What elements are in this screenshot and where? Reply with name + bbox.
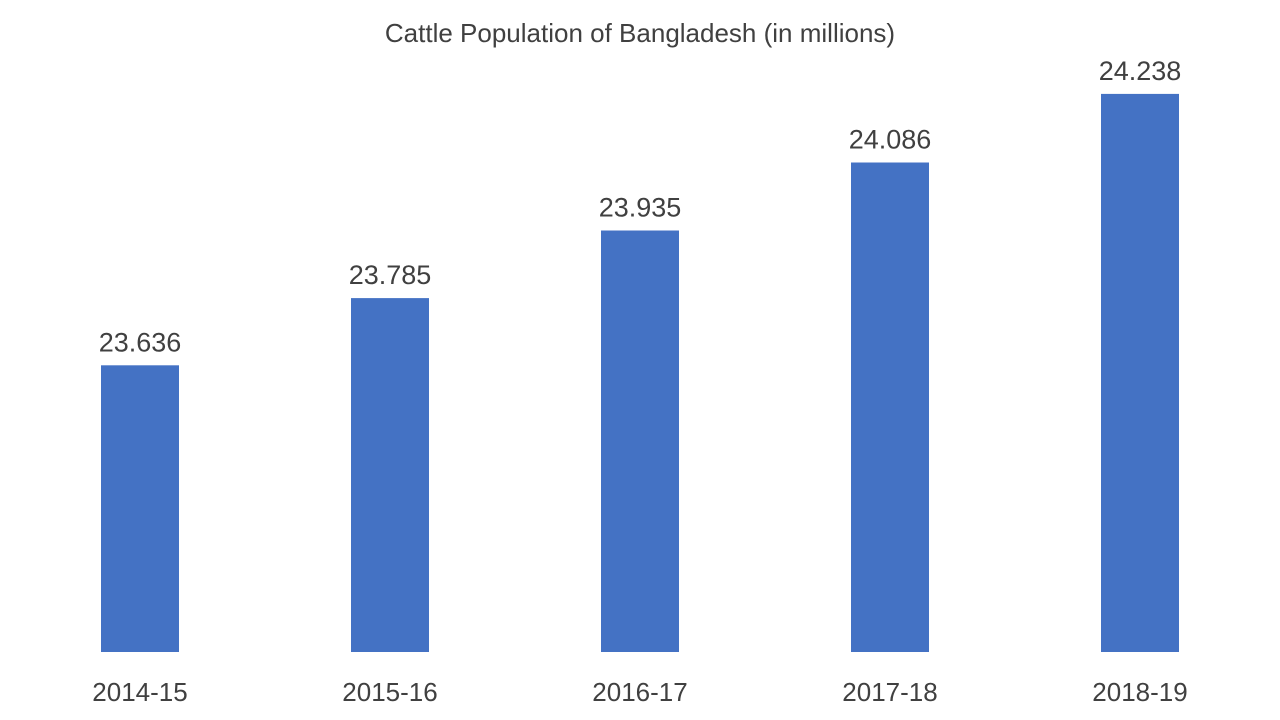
bar-2018-19 [1101, 93, 1179, 652]
bar-2014-15 [101, 365, 179, 652]
data-label-2018-19: 24.238 [1099, 56, 1182, 86]
data-label-2014-15: 23.636 [99, 327, 182, 357]
bar-2017-18 [851, 162, 929, 652]
data-label-2017-18: 24.086 [849, 125, 932, 155]
data-label-2015-16: 23.785 [349, 260, 432, 290]
x-tick-label-2017-18: 2017-18 [842, 677, 937, 707]
bar-2016-17 [601, 230, 679, 652]
data-labels-group: 23.636 23.785 23.935 24.086 24.238 [99, 56, 1182, 357]
x-tick-label-2015-16: 2015-16 [342, 677, 437, 707]
bars-group [101, 93, 1179, 652]
x-axis-tick-labels: 2014-15 2015-16 2016-17 2017-18 2018-19 [92, 677, 1187, 707]
x-tick-label-2014-15: 2014-15 [92, 677, 187, 707]
x-tick-label-2016-17: 2016-17 [592, 677, 687, 707]
x-tick-label-2018-19: 2018-19 [1092, 677, 1187, 707]
data-label-2016-17: 23.935 [599, 193, 682, 223]
bar-2015-16 [351, 298, 429, 652]
chart-title: Cattle Population of Bangladesh (in mill… [385, 18, 895, 48]
